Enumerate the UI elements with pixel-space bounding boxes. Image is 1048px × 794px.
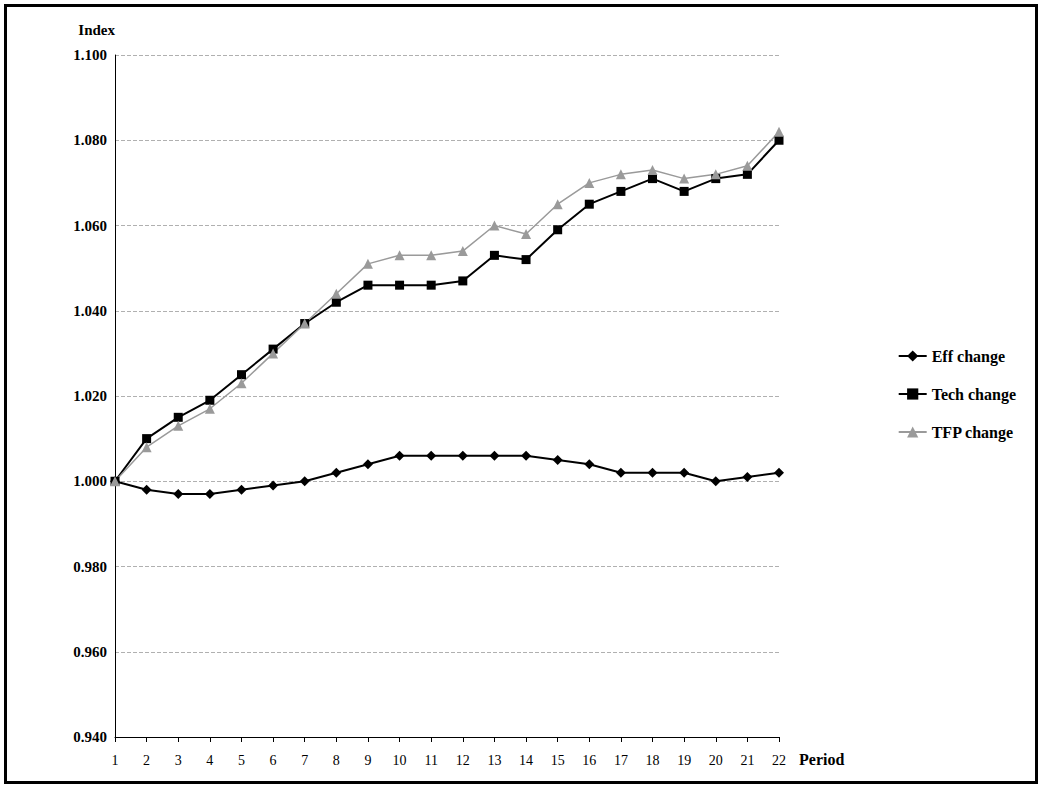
svg-text:6: 6 xyxy=(270,753,277,768)
svg-text:Tech change: Tech change xyxy=(932,386,1016,404)
svg-text:20: 20 xyxy=(709,753,723,768)
svg-text:21: 21 xyxy=(740,753,754,768)
svg-text:15: 15 xyxy=(551,753,565,768)
svg-text:1.080: 1.080 xyxy=(73,132,107,148)
svg-text:1: 1 xyxy=(112,753,119,768)
svg-text:TFP change: TFP change xyxy=(932,424,1013,442)
svg-text:7: 7 xyxy=(301,753,308,768)
svg-text:8: 8 xyxy=(333,753,340,768)
svg-text:1.020: 1.020 xyxy=(73,388,107,404)
svg-text:Index: Index xyxy=(78,22,115,38)
svg-text:0.940: 0.940 xyxy=(73,729,107,745)
svg-text:1.060: 1.060 xyxy=(73,218,107,234)
svg-text:1.100: 1.100 xyxy=(73,47,107,63)
svg-text:13: 13 xyxy=(487,753,501,768)
svg-text:5: 5 xyxy=(238,753,245,768)
svg-text:0.980: 0.980 xyxy=(73,559,107,575)
svg-text:14: 14 xyxy=(519,753,533,768)
svg-text:2: 2 xyxy=(143,753,150,768)
svg-text:1.000: 1.000 xyxy=(73,473,107,489)
svg-text:12: 12 xyxy=(456,753,470,768)
svg-text:9: 9 xyxy=(364,753,371,768)
svg-text:19: 19 xyxy=(677,753,691,768)
svg-text:18: 18 xyxy=(646,753,660,768)
svg-text:17: 17 xyxy=(614,753,628,768)
svg-text:Period: Period xyxy=(799,751,844,768)
svg-text:16: 16 xyxy=(582,753,596,768)
svg-text:Eff change: Eff change xyxy=(932,348,1005,366)
svg-text:4: 4 xyxy=(206,753,213,768)
svg-text:22: 22 xyxy=(772,753,786,768)
svg-text:11: 11 xyxy=(424,753,437,768)
svg-text:0.960: 0.960 xyxy=(73,644,107,660)
svg-text:10: 10 xyxy=(393,753,407,768)
svg-text:3: 3 xyxy=(175,753,182,768)
svg-text:1.040: 1.040 xyxy=(73,303,107,319)
